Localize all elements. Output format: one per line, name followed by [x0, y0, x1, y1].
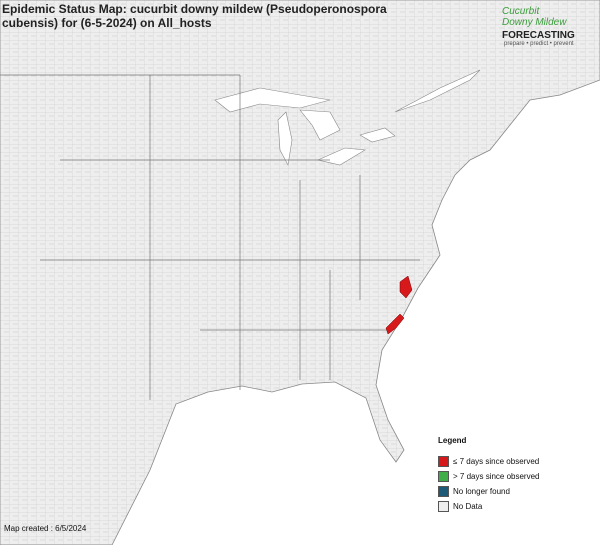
- observed-counties: [385, 275, 413, 335]
- map-created: Map created : 6/5/2024: [4, 524, 87, 533]
- legend-item: No Data: [438, 499, 540, 514]
- logo: Cucurbit Downy Mildew FORECASTING prepar…: [482, 6, 592, 47]
- legend-label: > 7 days since observed: [453, 472, 540, 481]
- legend: Legend ≤ 7 days since observed > 7 days s…: [438, 436, 540, 514]
- legend-title: Legend: [438, 436, 467, 445]
- logo-tagline: prepare • predict • prevent: [504, 41, 574, 47]
- legend-label: ≤ 7 days since observed: [453, 457, 540, 466]
- legend-item: ≤ 7 days since observed: [438, 454, 540, 469]
- legend-label: No longer found: [453, 487, 510, 496]
- legend-item: No longer found: [438, 484, 540, 499]
- legend-swatch: [438, 471, 449, 482]
- legend-swatch: [438, 486, 449, 497]
- legend-item: > 7 days since observed: [438, 469, 540, 484]
- great-lakes: [214, 69, 481, 166]
- legend-swatch: [438, 456, 449, 467]
- state-borders: [0, 74, 420, 400]
- legend-swatch: [438, 501, 449, 512]
- logo-text: Cucurbit: [502, 6, 540, 17]
- map-title: Epidemic Status Map: cucurbit downy mild…: [2, 2, 387, 30]
- legend-label: No Data: [453, 502, 483, 511]
- logo-text: Downy Mildew: [502, 17, 567, 28]
- logo-brand: FORECASTING: [502, 30, 575, 41]
